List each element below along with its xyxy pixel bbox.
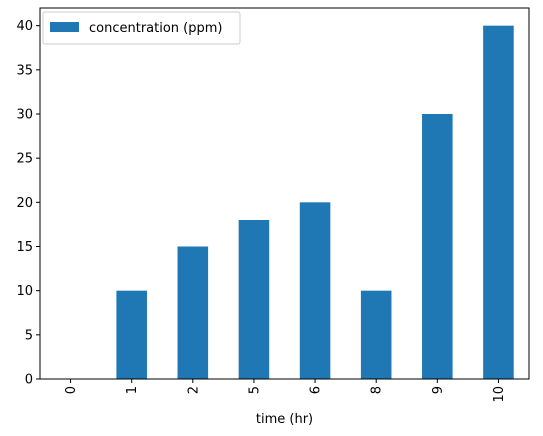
y-tick-label: 10 — [16, 284, 33, 299]
x-axis: 0 1 2 5 6 8 9 10 — [64, 379, 507, 403]
bar-9 — [422, 114, 453, 379]
bar-5 — [238, 220, 270, 379]
bar-6 — [299, 202, 331, 379]
x-axis-label: time (hr) — [256, 412, 313, 427]
y-tick-label: 30 — [16, 108, 33, 123]
bar-2 — [177, 246, 209, 379]
bar-1 — [116, 290, 147, 379]
legend-box — [42, 11, 241, 45]
x-tick-label: 8 — [370, 386, 385, 394]
y-tick-label: 20 — [16, 196, 33, 211]
bar-10 — [483, 25, 514, 380]
legend-label: concentration (ppm) — [89, 21, 222, 36]
x-tick-label: 1 — [125, 386, 140, 394]
x-tick-label: 6 — [309, 386, 324, 394]
y-tick-label: 25 — [16, 152, 33, 167]
x-tick-label: 9 — [431, 386, 446, 394]
y-tick-label: 35 — [16, 63, 33, 78]
x-tick-label: 5 — [247, 386, 262, 394]
y-tick-label: 15 — [16, 240, 33, 255]
x-tick-label: 0 — [64, 386, 79, 394]
legend: concentration (ppm) — [42, 11, 241, 45]
y-tick-label: 40 — [16, 19, 33, 34]
x-tick-label: 2 — [186, 386, 201, 394]
legend-swatch — [50, 22, 79, 32]
x-tick-label: 10 — [492, 386, 507, 403]
bars-group — [116, 25, 514, 380]
bar-8 — [360, 290, 392, 379]
y-tick-label: 5 — [25, 328, 33, 343]
y-axis: 0 5 10 15 20 25 30 35 40 — [16, 19, 40, 388]
plot-frame — [39, 7, 530, 380]
y-tick-label: 0 — [25, 373, 33, 388]
